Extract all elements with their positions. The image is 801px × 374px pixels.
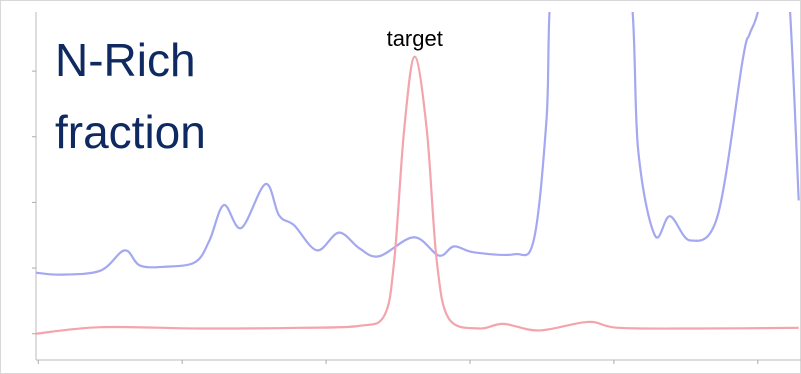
annotation: target xyxy=(387,26,443,51)
chart-title: fraction xyxy=(55,106,206,158)
chart-title: N-Rich xyxy=(55,34,196,86)
trace-line xyxy=(36,55,799,335)
trace-line xyxy=(36,12,800,276)
